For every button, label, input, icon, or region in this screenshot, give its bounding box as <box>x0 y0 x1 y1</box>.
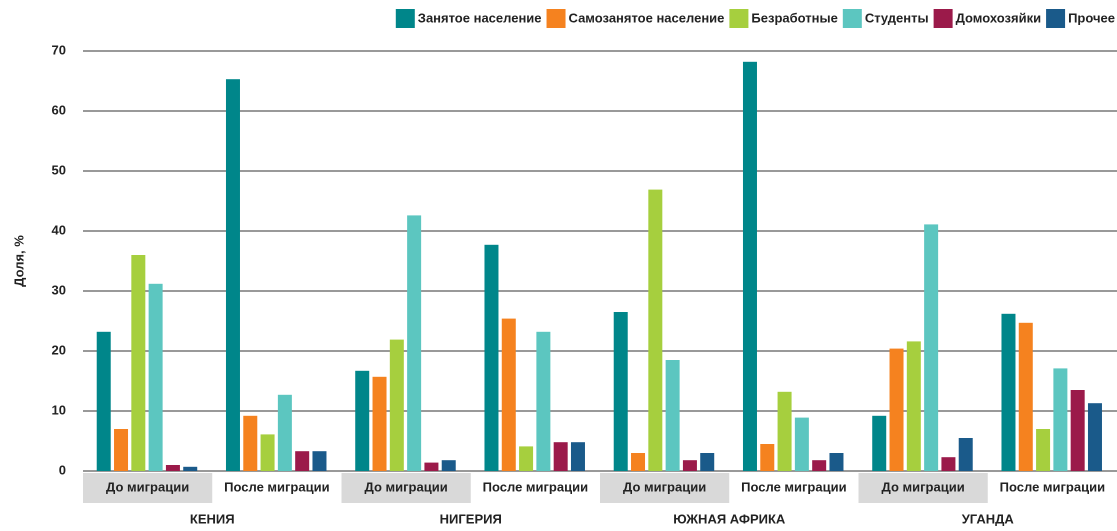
legend-label: Прочее <box>1068 10 1115 25</box>
bar <box>165 465 180 471</box>
bar <box>958 438 973 471</box>
bar <box>742 61 757 472</box>
category-box <box>858 473 988 503</box>
y-tick-label: 50 <box>52 162 66 177</box>
x-tick-label: После миграции <box>483 479 588 494</box>
y-tick-label: 10 <box>52 402 66 417</box>
bar <box>682 460 697 471</box>
bar <box>131 255 146 471</box>
legend-swatch <box>395 9 415 28</box>
bar <box>519 446 534 471</box>
bar <box>501 318 516 471</box>
bar <box>1070 390 1085 471</box>
legend-swatch <box>546 9 566 28</box>
bar <box>700 453 715 471</box>
bar <box>553 442 568 471</box>
legend-swatch <box>933 9 953 28</box>
bar <box>312 451 327 471</box>
category-box <box>600 473 730 503</box>
legend-swatch <box>729 9 749 28</box>
x-tick-label: После миграции <box>224 479 329 494</box>
bar <box>872 415 887 471</box>
bar <box>243 415 258 471</box>
bar <box>613 312 628 471</box>
bar <box>570 442 585 471</box>
bar <box>631 453 646 471</box>
bar <box>777 391 792 471</box>
group-label: ЮЖНАЯ АФРИКА <box>673 511 786 526</box>
y-tick-label: 70 <box>52 42 66 57</box>
bar <box>906 341 921 471</box>
y-tick-label: 40 <box>52 222 66 237</box>
bar <box>355 370 370 471</box>
legend-label: Студенты <box>865 10 929 25</box>
bar <box>484 244 499 471</box>
x-tick-label: После миграции <box>741 479 846 494</box>
x-tick-label: После миграции <box>1000 479 1105 494</box>
legend-label: Занятое население <box>418 10 542 25</box>
bar <box>536 331 551 471</box>
bar <box>648 189 663 471</box>
y-axis-label: Доля, % <box>11 235 26 287</box>
bar <box>407 215 422 471</box>
bar <box>148 283 163 471</box>
bar <box>114 429 129 471</box>
y-tick-label: 60 <box>52 102 66 117</box>
bar <box>1001 313 1016 471</box>
bar <box>812 460 827 471</box>
bar <box>941 457 956 471</box>
legend-label: Самозанятое население <box>569 10 725 25</box>
bar <box>295 451 310 471</box>
bar <box>1087 403 1102 471</box>
bar <box>1053 368 1068 471</box>
bar <box>277 394 292 471</box>
x-tick-label: До миграции <box>106 479 189 494</box>
x-tick-label: До миграции <box>882 479 965 494</box>
bar <box>1036 429 1051 471</box>
bar <box>260 434 275 471</box>
x-tick-label: До миграции <box>365 479 448 494</box>
x-tick-label: До миграции <box>623 479 706 494</box>
bar <box>183 466 198 471</box>
bar <box>372 376 387 471</box>
legend-label: Безработные <box>751 10 837 25</box>
bar <box>441 460 456 471</box>
bar <box>924 224 939 471</box>
legend-label: Домохозяйки <box>956 10 1041 25</box>
category-box <box>83 473 213 503</box>
bar <box>225 79 240 471</box>
bar <box>829 453 844 471</box>
legend-swatch <box>1046 9 1066 28</box>
bar <box>389 339 404 471</box>
bar <box>424 462 439 471</box>
bar <box>760 444 775 471</box>
group-label: КЕНИЯ <box>190 511 235 526</box>
group-label: НИГЕРИЯ <box>440 511 502 526</box>
bar <box>889 348 904 471</box>
legend-swatch <box>842 9 862 28</box>
category-box <box>341 473 471 503</box>
y-tick-label: 0 <box>59 462 66 477</box>
group-label: УГАНДА <box>962 511 1015 526</box>
bar <box>794 417 809 471</box>
bar <box>1018 322 1033 471</box>
bar <box>96 331 111 471</box>
y-tick-label: 20 <box>52 342 66 357</box>
y-tick-label: 30 <box>52 282 66 297</box>
bar <box>665 360 680 471</box>
